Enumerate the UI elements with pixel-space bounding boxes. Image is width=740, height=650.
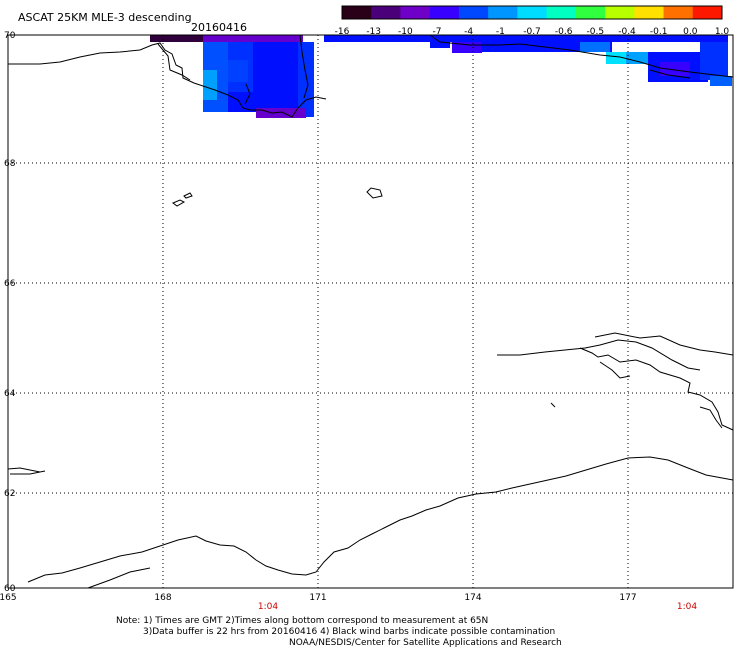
note-line-1: Note: 1) Times are GMT 2)Times along bot… [116,616,489,626]
coastlines [7,34,734,589]
colorbar-swatch [663,6,694,19]
lat-label: 60 [4,584,16,594]
colorbar-swatch [634,6,665,19]
colorbar-label: -1 [496,27,505,37]
colorbar-swatch [692,6,723,19]
time-label: 1:04 [677,602,697,612]
date-label: 20160416 [191,21,247,34]
colorbar-label: -0.5 [587,27,605,37]
colorbar-swatch [488,6,518,19]
note-line-2: 3)Data buffer is 22 hrs from 20160416 4)… [143,627,556,637]
colorbar-swatch [371,6,401,19]
colorbar-swatch [458,6,489,19]
colorbar-label: 1.0 [715,27,730,37]
colorbar-label: -7 [433,27,442,37]
colorbar-label: -0.6 [555,27,573,37]
lat-labels: 70 68 66 64 62 60 [4,31,16,594]
colorbar-swatch [400,6,431,19]
lon-labels: 165 168 171 174 177 [0,593,637,603]
lon-label: 165 [0,593,17,603]
colorbar-label: -4 [464,27,473,37]
colorbar-label: -0.4 [618,27,636,37]
lon-label: 177 [619,593,636,603]
wind-data-swath-east [324,35,732,86]
colorbar-label: -10 [398,27,413,37]
colorbar-label: 0.0 [683,27,698,37]
time-labels: 1:04 1:04 [258,602,697,612]
lat-label: 66 [4,279,16,289]
colorbar-swatch [342,6,372,19]
time-label: 1:04 [258,602,278,612]
colorbar-swatch [546,6,577,19]
product-title: ASCAT 25KM MLE-3 descending [18,11,192,24]
lon-label: 174 [464,593,481,603]
colorbar-swatch [517,6,548,19]
map-frame [7,34,734,589]
colorbar-swatch [429,6,460,19]
colorbar-swatch [575,6,606,19]
colorbar: -16 -13 -10 -7 -4 -1 -0.7 -0.6 -0.5 -0.4 -0.1 0.0 1.… [335,5,730,37]
colorbar-label: -16 [335,27,350,37]
wind-data-swath-west [150,35,314,118]
colorbar-label: -0.1 [650,27,668,37]
colorbar-swatch [605,6,635,19]
lat-label: 70 [4,31,16,41]
colorbar-label: -0.7 [523,27,541,37]
lon-label: 171 [309,593,326,603]
lon-label: 168 [154,593,171,603]
colorbar-label: -13 [366,27,381,37]
lat-label: 64 [4,389,16,399]
lat-label: 62 [4,489,15,499]
note-line-3: NOAA/NESDIS/Center for Satellite Applica… [289,638,562,648]
lat-label: 68 [4,159,16,169]
lat-lon-grid [7,34,734,588]
